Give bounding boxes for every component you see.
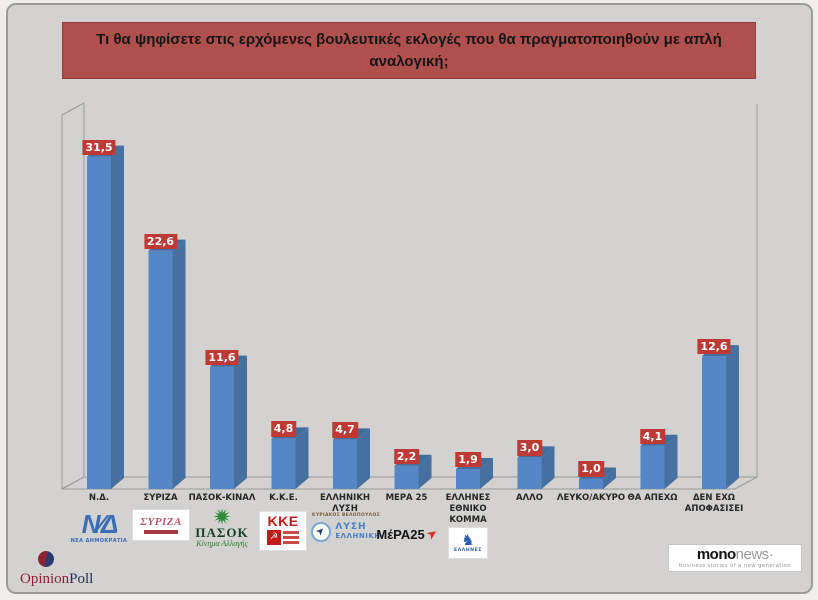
syriza-strip <box>144 529 178 534</box>
ellines-caption: ΕΛΛΗΝΕΣ <box>454 547 482 553</box>
bar-side-9 <box>664 434 678 489</box>
category-label-6: ΕΛΛΗΝΕΣ ΕΘΝΙΚΟ ΚΟΜΜΑ <box>445 493 491 526</box>
logo-ellines: ♞ ΕΛΛΗΝΕΣ <box>448 527 488 559</box>
bar-front-4 <box>333 439 357 489</box>
opinionpoll-circle-icon <box>38 551 54 567</box>
bar-side-5 <box>418 454 432 489</box>
logo-opinionpoll: OpinionPoll <box>20 551 120 588</box>
logo-kke: ΚΚΕ ☭ <box>259 511 307 551</box>
category-label-1: ΣΥΡΙΖΑ <box>143 493 178 503</box>
category-label-3: Κ.Κ.Ε. <box>269 493 298 503</box>
mera25-text: ΜέΡΑ25 <box>376 527 425 542</box>
bar-front-10 <box>702 356 726 489</box>
bar-side-10 <box>726 345 739 489</box>
value-label-5: 2,2 <box>393 448 420 464</box>
chart-title: Τι θα ψηφίσετε στις ερχόμενες βουλευτικέ… <box>62 22 756 79</box>
lysi-row: ➤ ΛΥΣΗ ΕΛΛΗΝΙΚΗ <box>307 521 385 542</box>
pasok-subtext: Κίνημα Αλλαγής <box>196 539 248 549</box>
bar-side-8 <box>603 467 616 489</box>
bar-front-9 <box>640 445 665 489</box>
value-label-0: 31,5 <box>82 139 116 155</box>
category-label-4: ΕΛΛΗΝΙΚΗ ΛΥΣΗ <box>319 493 371 515</box>
category-label-2: ΠΑΣΟΚ-ΚΙΝΑΛ <box>188 493 256 503</box>
mera25-row: ΜέΡΑ25 ➤ <box>371 525 443 544</box>
value-label-1: 22,6 <box>143 233 178 249</box>
bar-front-6 <box>456 468 480 489</box>
category-label-7: ΑΛΛΟ <box>516 493 543 503</box>
bar-front-3 <box>271 438 296 489</box>
category-label-10: ΔΕΝ ΕΧΩ ΑΠΟΦΑΣΙΣΕΙ <box>684 493 744 515</box>
pasok-text: ΠΑΣΟΚ <box>195 525 249 540</box>
lysi-compass-icon: ➤ <box>311 521 332 542</box>
value-label-8: 1,0 <box>578 461 604 477</box>
nd-mark: Ν∕Δ <box>81 509 119 539</box>
syriza-text: ΣΥΡΙΖΑ <box>140 515 182 528</box>
kke-box: ΚΚΕ ☭ <box>259 511 307 551</box>
slide-border <box>6 3 813 594</box>
bar-side-6 <box>480 457 493 489</box>
value-label-7: 3,0 <box>516 440 543 456</box>
bar-front-7 <box>517 457 542 489</box>
logo-elliniki-lysi: ΚΥΡΙΑΚΟΣ ΒΕΛΟΠΟΥΛΟΣ ➤ ΛΥΣΗ ΕΛΛΗΝΙΚΗ <box>307 513 385 542</box>
value-label-4: 4,7 <box>332 422 358 438</box>
logo-mononews: mononews· business stories of a new gene… <box>668 544 802 572</box>
value-label-3: 4,8 <box>270 421 297 437</box>
mera25-bird-icon: ➤ <box>423 525 441 544</box>
kke-caption-strips <box>283 530 299 544</box>
value-label-9: 4,1 <box>639 428 666 444</box>
bar-front-1 <box>148 250 173 489</box>
value-label-2: 11,6 <box>205 349 239 365</box>
logo-pasok: ΠΑΣΟΚ Κίνημα Αλλαγής <box>184 508 260 549</box>
nd-caption: ΝΕΑ ΔΗΜΟΚΡΑΤΙΑ <box>70 538 128 544</box>
logo-syriza: ΣΥΡΙΖΑ <box>132 509 190 541</box>
lysi-leader-text: ΚΥΡΙΑΚΟΣ ΒΕΛΟΠΟΥΛΟΣ <box>312 513 380 518</box>
mononews-tagline: business stories of a new generation <box>679 563 791 569</box>
bar-front-0 <box>87 156 111 490</box>
opinionpoll-wordmark: OpinionPoll <box>20 571 94 587</box>
category-label-8: ΛΕΥΚΟ/ΑΚΥΡΟ <box>556 493 626 503</box>
bar-side-2 <box>234 355 247 489</box>
lysi-wordmark: ΛΥΣΗ ΕΛΛΗΝΙΚΗ <box>335 521 381 540</box>
bar-side-7 <box>541 446 555 489</box>
pasok-sun-icon <box>213 508 231 525</box>
value-label-6: 1,9 <box>455 451 481 468</box>
kke-text: ΚΚΕ <box>267 513 299 529</box>
logo-nea-dimokratia: Ν∕Δ ΝΕΑ ΔΗΜΟΚΡΑΤΙΑ <box>69 511 129 544</box>
bar-front-5 <box>394 465 419 489</box>
ellines-box: ♞ ΕΛΛΗΝΕΣ <box>448 527 488 559</box>
value-label-10: 12,6 <box>697 339 731 355</box>
mononews-wordmark: mononews· <box>696 546 774 563</box>
lysi-arrow-icon: ➤ <box>314 524 328 539</box>
category-label-5: ΜΕΡΑ 25 <box>385 493 428 503</box>
bar-side-3 <box>295 427 309 489</box>
bar-side-4 <box>357 428 370 489</box>
bar-side-1 <box>172 239 186 489</box>
syriza-box: ΣΥΡΙΖΑ <box>132 509 190 541</box>
bar-front-8 <box>579 478 603 489</box>
bar-side-0 <box>111 145 124 490</box>
category-label-0: Ν.Δ. <box>88 493 110 503</box>
kke-flag-icon: ☭ <box>267 530 281 545</box>
category-label-9: ΘΑ ΑΠΕΧΩ <box>627 493 678 503</box>
chart-left-wall <box>61 102 85 490</box>
ellines-warrior-icon: ♞ <box>461 530 475 549</box>
chart-title-text: Τι θα ψηφίσετε στις ερχόμενες βουλευτικέ… <box>96 30 722 70</box>
kke-emblem-row: ☭ <box>260 530 306 545</box>
logo-mera25: ΜέΡΑ25 ➤ <box>371 525 443 544</box>
bar-front-2 <box>210 366 234 489</box>
